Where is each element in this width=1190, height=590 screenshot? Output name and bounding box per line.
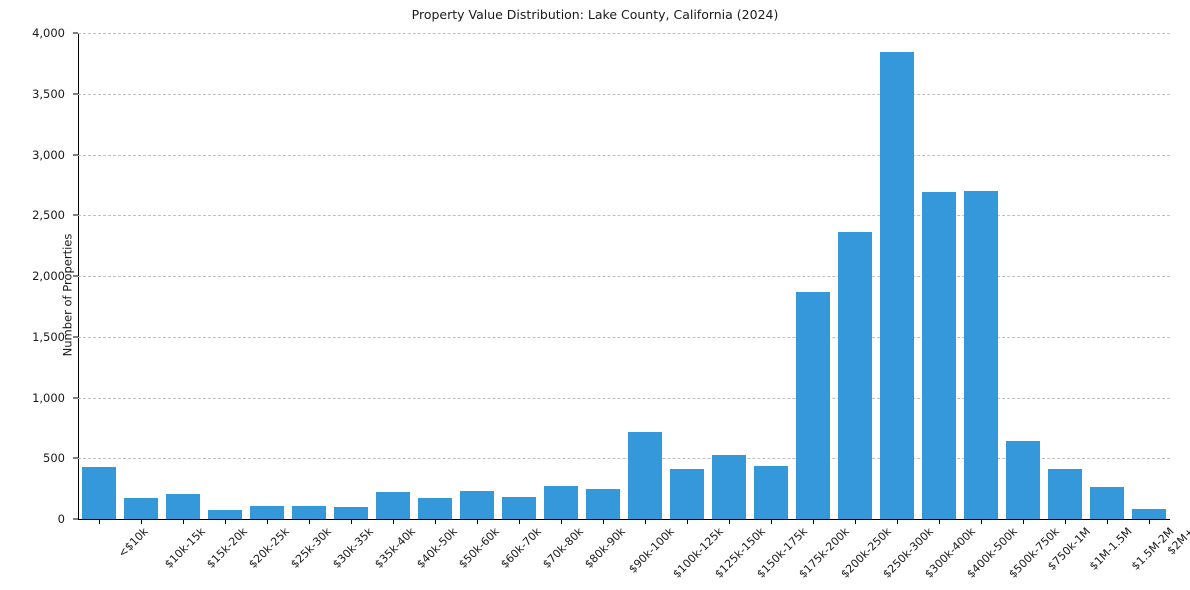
x-axis-spine — [78, 519, 1170, 520]
x-tick-label: $15k-20k — [204, 525, 250, 571]
x-tick-mark — [351, 519, 352, 524]
y-tick-label: 1,500 — [32, 329, 65, 344]
y-tick-mark — [73, 457, 78, 459]
x-tick-label: $50k-60k — [456, 525, 502, 571]
bar — [712, 454, 746, 519]
y-tick-mark — [73, 93, 78, 95]
x-tick-mark — [477, 519, 478, 524]
plot-area — [78, 33, 1170, 520]
x-tick-label: $80k-90k — [582, 525, 628, 571]
bar — [964, 190, 998, 519]
bar — [334, 506, 368, 519]
x-tick-mark — [1107, 519, 1108, 524]
y-tick-label: 4,000 — [32, 26, 65, 40]
x-tick-mark — [519, 519, 520, 524]
x-tick-mark — [855, 519, 856, 524]
x-tick-label: $60k-70k — [498, 525, 544, 571]
x-tick-mark — [813, 519, 814, 524]
x-tick-mark — [393, 519, 394, 524]
bar — [838, 231, 872, 519]
bar — [418, 498, 452, 519]
y-tick-label: 3,000 — [32, 147, 65, 162]
bar — [124, 498, 158, 519]
x-tick-mark — [1065, 519, 1066, 524]
x-axis-tick-labels: <$10k $10k-15k $15k-20k $20k-25k $25k-30k $30… — [78, 525, 1190, 590]
bar — [208, 509, 242, 519]
x-tick-mark — [435, 519, 436, 524]
x-tick-mark — [645, 519, 646, 524]
x-tick-label: $40k-50k — [414, 525, 460, 571]
bar — [502, 496, 536, 519]
x-tick-mark — [561, 519, 562, 524]
bar — [628, 432, 662, 519]
x-tick-label: $30k-35k — [330, 525, 376, 571]
x-tick-label: <$10k — [115, 525, 151, 561]
x-tick-mark — [897, 519, 898, 524]
bar — [754, 466, 788, 519]
x-tick-mark — [771, 519, 772, 524]
bar — [1090, 486, 1124, 519]
y-tick-label: 2,500 — [32, 208, 65, 223]
y-axis-tick-labels: 0 500 1,000 1,500 2,000 2,500 3,000 3,500 4,000 — [0, 26, 78, 526]
x-tick-mark — [267, 519, 268, 524]
y-tick-mark — [73, 154, 78, 155]
x-tick-label: $20k-25k — [246, 525, 292, 571]
x-tick-label: $70k-80k — [540, 525, 586, 571]
chart-title: Property Value Distribution: Lake County… — [411, 7, 779, 22]
y-tick-label: 3,500 — [32, 86, 65, 101]
bar — [1006, 440, 1040, 519]
x-tick-mark — [729, 519, 730, 524]
bar — [922, 191, 956, 519]
bar — [796, 291, 830, 519]
bar — [166, 494, 200, 519]
x-tick-label: $35k-40k — [372, 525, 418, 571]
bar — [880, 51, 914, 519]
y-tick-mark — [73, 214, 78, 216]
x-tick-mark — [1149, 519, 1150, 524]
x-tick-mark — [225, 519, 226, 524]
x-tick-mark — [603, 519, 604, 524]
bar — [670, 469, 704, 519]
y-tick-mark — [73, 518, 78, 520]
x-tick-mark — [309, 519, 310, 524]
y-tick-label: 500 — [43, 451, 65, 466]
y-tick-mark — [73, 336, 78, 338]
x-tick-mark — [141, 519, 142, 524]
bar — [292, 505, 326, 519]
x-tick-label: $90k-100k — [626, 525, 677, 576]
bar — [1132, 509, 1166, 519]
y-tick-label: 2,000 — [32, 269, 65, 283]
bar — [376, 492, 410, 519]
x-tick-label: $10k-15k — [162, 525, 208, 571]
y-tick-mark — [73, 397, 78, 398]
y-tick-label: 1,000 — [32, 390, 65, 405]
x-tick-label: $25k-30k — [288, 525, 334, 571]
y-tick-mark — [73, 275, 78, 277]
x-tick-label: $1M-1.5M — [1086, 525, 1135, 573]
x-tick-mark — [981, 519, 982, 524]
y-tick-label: 0 — [57, 512, 65, 526]
x-tick-mark — [939, 519, 940, 524]
bar-series — [78, 33, 1170, 519]
bar — [82, 467, 116, 519]
x-tick-mark — [99, 519, 100, 524]
bar — [460, 491, 494, 519]
bar — [586, 489, 620, 519]
y-tick-mark — [73, 32, 78, 34]
x-tick-mark — [687, 519, 688, 524]
bar — [544, 486, 578, 519]
bar — [250, 505, 284, 519]
x-tick-mark — [1023, 519, 1024, 524]
bar — [1048, 469, 1082, 519]
x-axis-ticks — [78, 519, 1170, 525]
x-tick-mark — [183, 519, 184, 524]
